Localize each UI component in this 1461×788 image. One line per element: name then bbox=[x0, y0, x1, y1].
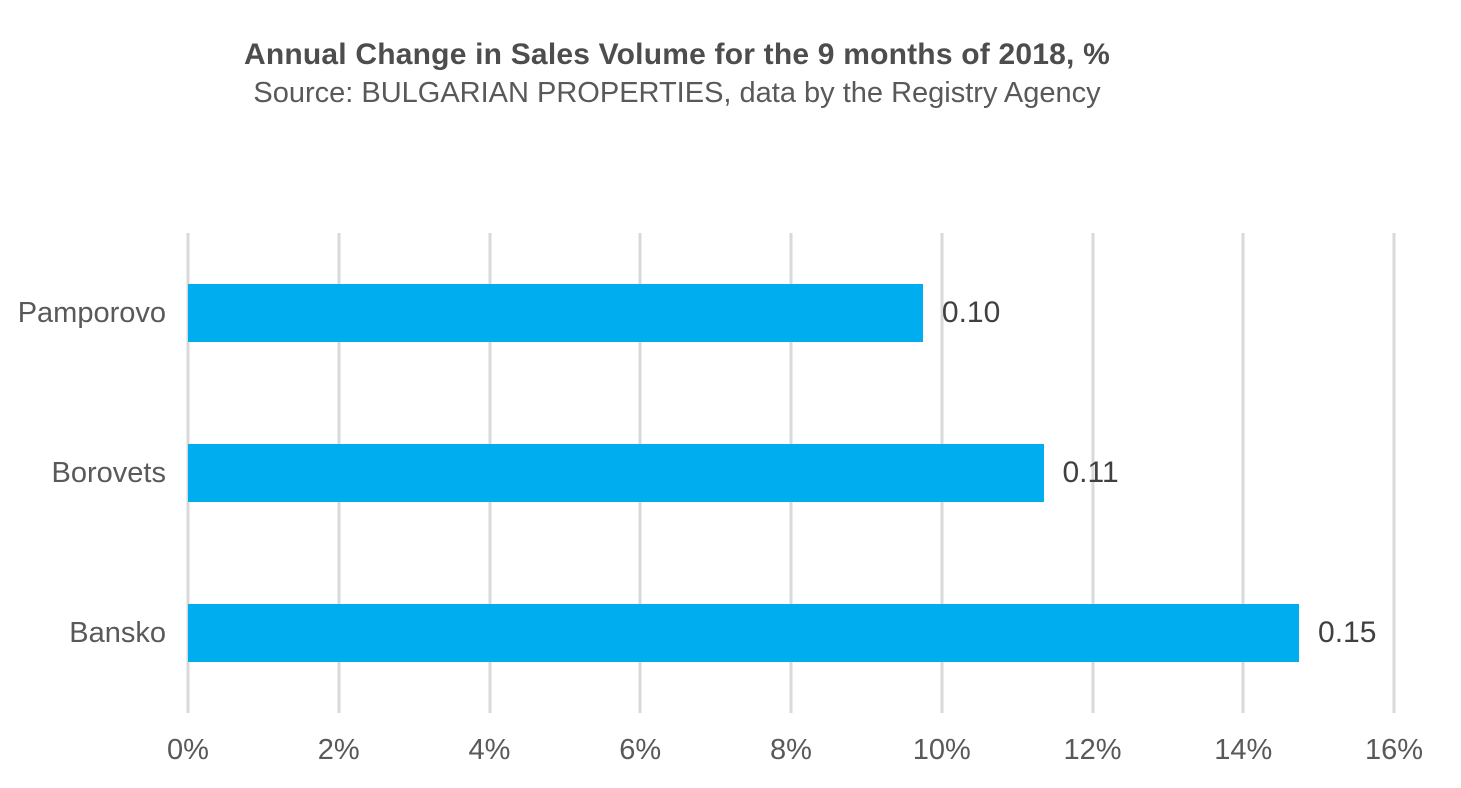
x-tick-label: 8% bbox=[770, 734, 812, 766]
data-label: 0.11 bbox=[1062, 456, 1119, 489]
data-label: 0.15 bbox=[1318, 616, 1377, 649]
data-label: 0.10 bbox=[941, 296, 1001, 329]
category-label: Bansko bbox=[69, 617, 166, 649]
chart-subtitle: Source: BULGARIAN PROPERTIES, data by th… bbox=[253, 77, 1101, 109]
gridline bbox=[1392, 233, 1396, 713]
category-label: Borovets bbox=[51, 457, 166, 489]
gridline bbox=[1091, 233, 1094, 713]
category-label: Pamporovo bbox=[17, 297, 166, 329]
x-tick-label: 10% bbox=[912, 734, 971, 766]
x-tick-label: 2% bbox=[317, 734, 360, 766]
x-tick-label: 14% bbox=[1214, 734, 1273, 766]
plot-area bbox=[186, 233, 1396, 713]
x-tick-label: 0% bbox=[167, 734, 209, 766]
x-tick-label: 6% bbox=[619, 734, 662, 766]
bar-bansko bbox=[188, 604, 1300, 662]
x-tick-label: 12% bbox=[1063, 734, 1122, 766]
chart-title: Annual Change in Sales Volume for the 9 … bbox=[243, 38, 1110, 71]
x-tick-label: 4% bbox=[468, 734, 511, 766]
bar-pamporovo bbox=[188, 284, 923, 342]
bar-borovets bbox=[188, 444, 1044, 502]
x-tick-label: 16% bbox=[1364, 734, 1424, 766]
gridline bbox=[1241, 233, 1245, 713]
